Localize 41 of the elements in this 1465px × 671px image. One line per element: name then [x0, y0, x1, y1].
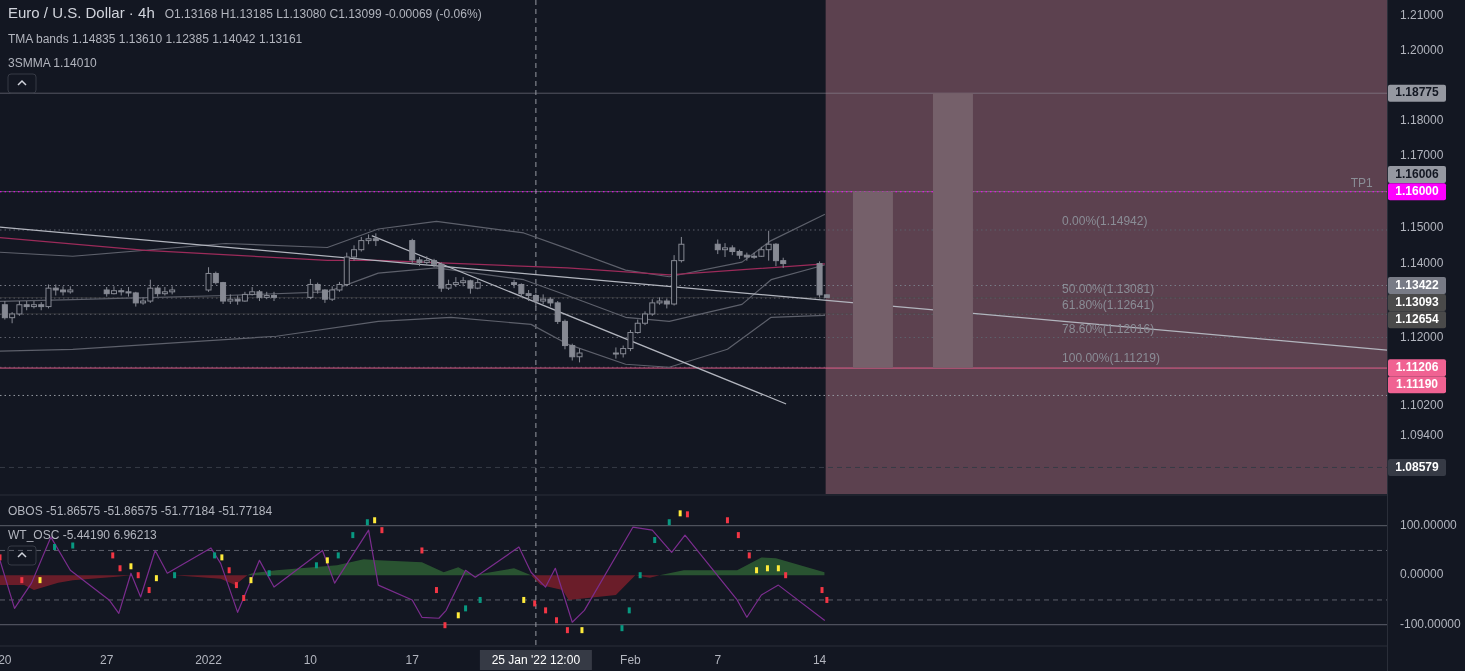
y-tick-label: 1.09400: [1400, 428, 1444, 443]
annotation: 78.60%(1.12016): [1062, 321, 1155, 336]
x-tick-label: 14: [812, 653, 827, 668]
y-tick-label: 1.14000: [1400, 256, 1444, 271]
ref-line-label: 1.16000: [1395, 183, 1440, 198]
y-tick-label: 1.10200: [1400, 397, 1444, 412]
x-tick-label: 2022: [195, 653, 223, 668]
ref-line-label: 1.18775: [1395, 85, 1440, 100]
text: O1.13168 H1.13185 L1.13080 C1.13099 -0.00069 (-0.06%): [164, 7, 482, 21]
x-tick-label: Feb: [620, 653, 642, 668]
ref-line-label: 1.12654: [1395, 312, 1440, 326]
y-tick-label: 0.00000: [1400, 567, 1444, 582]
annotation: TP1: [1350, 175, 1373, 190]
y-tick-label: 1.17000: [1400, 148, 1444, 163]
y-tick-label: 1.18000: [1400, 112, 1444, 127]
legend-label: 1.11190: [1395, 377, 1439, 392]
annotation: 100.00%(1.11219): [1062, 351, 1160, 366]
annotation: WT_OSC -5.44190 6.96213: [8, 528, 158, 543]
y-tick-label: 1.20000: [1400, 42, 1444, 57]
annotation: 0.00%(1.14942): [1062, 213, 1148, 228]
annotation: 61.80%(1.12641): [1062, 298, 1155, 313]
annotation: 3SMMA 1.14010: [8, 56, 98, 71]
x-tick-label: 27: [100, 653, 114, 668]
y-tick-label: 100.00000: [1400, 517, 1458, 532]
ref-line-label: 1.11206: [1395, 359, 1439, 374]
y-tick-label: -100.00000: [1400, 616, 1462, 631]
chart-title: Euro / U.S. Dollar · 4h: [8, 4, 155, 21]
ref-line-label: 25 Jan '22 12:00: [491, 653, 581, 668]
annotation: TMA bands 1.14835 1.13610 1.12385 1.14042 1.13161: [8, 32, 303, 47]
x-tick-label: 7: [714, 653, 722, 668]
y-tick-label: 1.12000: [1400, 330, 1444, 345]
ref-line-label: 1.08579: [1395, 459, 1440, 474]
y-tick-label: 1.21000: [1400, 7, 1444, 22]
ref-line-label: 1.16006: [1395, 166, 1440, 181]
x-tick-label: 17: [405, 653, 420, 668]
x-tick-label: 10: [303, 653, 318, 668]
ref-line-label: 1.13422: [1395, 277, 1440, 292]
ref-line-label: 1.13093: [1395, 294, 1440, 309]
annotation: OBOS -51.86575 -51.86575 -51.77184 -51.77184: [8, 504, 273, 519]
y-tick-label: 1.15000: [1400, 220, 1444, 235]
annotation: 50.00%(1.13081): [1062, 282, 1155, 297]
